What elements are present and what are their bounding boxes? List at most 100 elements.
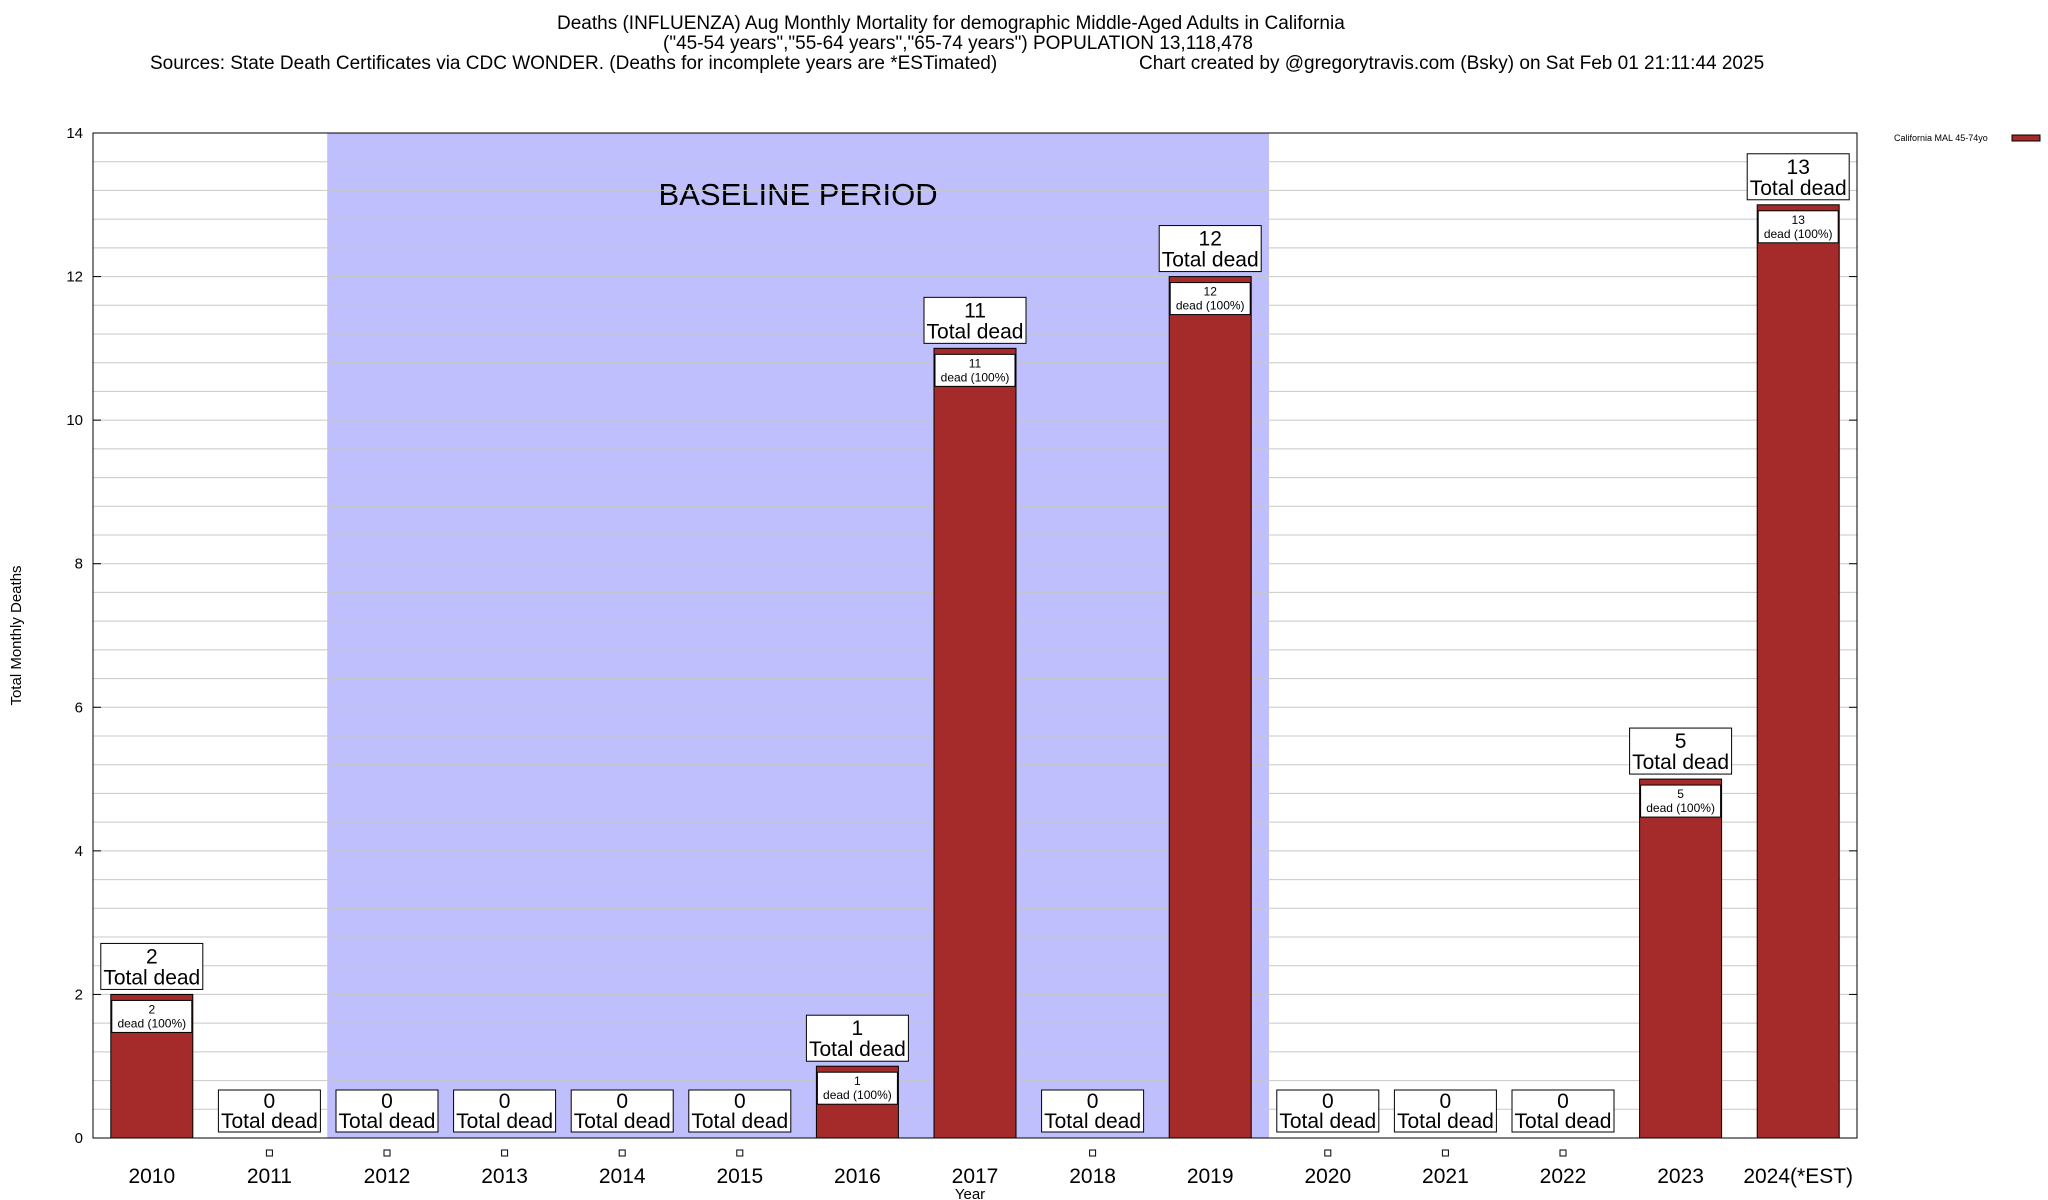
total-box [1158,225,1262,273]
total-label: Total dead [339,1110,436,1133]
y-axis-title: Total Monthly Deaths [8,565,25,705]
total-value: 5 [1675,730,1687,753]
y-tick-label: 6 [75,699,83,716]
total-label: Total dead [809,1038,906,1061]
plot-frame [92,132,1858,1139]
x-tick-label: 2012 [364,1165,411,1188]
bar-inner-value: 13 [1792,213,1806,227]
legend-swatch [2011,134,2041,142]
chart-credit: Chart created by @gregorytravis.com (Bsk… [1139,53,1765,74]
total-value: 0 [499,1090,511,1113]
total-box [453,1089,557,1133]
zero-marker [1441,1149,1449,1157]
total-box [1393,1089,1497,1133]
bar [1639,778,1723,1139]
total-value: 0 [1440,1090,1452,1113]
bar-inner-value: 11 [969,356,982,370]
bar-inner-label-box [1169,282,1251,316]
chart-title: Deaths (INFLUENZA) Aug Monthly Mortality… [557,13,1345,34]
y-tick-label: 14 [66,125,83,142]
bar-inner-pct: dead (100%) [823,1088,892,1102]
total-box [923,296,1027,344]
total-value: 2 [146,945,158,968]
x-tick-label: 2011 [247,1165,292,1188]
total-value: 12 [1199,228,1222,251]
total-label: Total dead [1044,1110,1141,1133]
total-label: Total dead [1515,1110,1612,1133]
total-label: Total dead [1162,249,1259,272]
x-tick-label: 2021 [1422,1165,1469,1188]
chart-sources: Sources: State Death Certificates via CD… [150,53,998,74]
x-tick-label: 2020 [1304,1165,1351,1188]
bar-inner-pct: dead (100%) [1646,801,1715,815]
total-box [1041,1089,1145,1133]
x-tick-label: 2017 [952,1165,999,1188]
x-tick-label: 2010 [128,1165,175,1188]
bar-inner-pct: dead (100%) [1176,299,1245,313]
total-label: Total dead [1397,1110,1494,1133]
x-tick-label: 2014 [599,1165,646,1188]
total-box [570,1089,674,1133]
y-tick-label: 8 [75,556,83,573]
bar-inner-value: 12 [1204,285,1218,299]
zero-marker [265,1149,273,1157]
bar-inner-label-box [934,353,1016,387]
bar [933,347,1017,1139]
bar-inner-pct: dead (100%) [117,1016,186,1030]
total-box [335,1089,439,1133]
total-box [1629,727,1733,775]
total-value: 0 [1087,1090,1099,1113]
baseline-region [327,133,1269,1138]
total-label: Total dead [1632,751,1729,774]
total-box [688,1089,792,1133]
total-label: Total dead [1279,1110,1376,1133]
total-box [1276,1089,1380,1133]
bar-inner-label-box [816,1071,898,1105]
total-value: 0 [616,1090,628,1113]
bar-inner-value: 2 [148,1002,155,1016]
y-tick-label: 10 [66,412,83,429]
bar [1168,276,1252,1139]
zero-marker [1559,1149,1567,1157]
total-label: Total dead [221,1110,318,1133]
legend-label: California MAL 45-74yo [1894,133,1988,143]
total-label: Total dead [691,1110,788,1133]
x-tick-label: 2022 [1540,1165,1587,1188]
chart-subtitle: ("45-54 years","55-64 years","65-74 year… [663,33,1253,54]
total-value: 0 [1557,1090,1569,1113]
x-axis-title: Year [955,1186,985,1200]
total-value: 0 [381,1090,393,1113]
total-box [1511,1089,1615,1133]
total-box [805,1014,909,1062]
total-value: 11 [964,299,986,322]
total-value: 0 [264,1090,276,1113]
zero-marker [1324,1149,1332,1157]
bar-inner-label-box [1640,784,1722,818]
total-label: Total dead [1750,177,1847,200]
x-tick-label: 2023 [1657,1165,1704,1188]
total-value: 0 [734,1090,746,1113]
x-tick-label: 2018 [1069,1165,1116,1188]
total-label: Total dead [574,1110,671,1133]
y-tick-label: 4 [75,843,83,860]
zero-marker [501,1149,509,1157]
bar-inner-label-box [1757,210,1839,244]
bar-inner-pct: dead (100%) [1764,227,1833,241]
x-tick-label: 2013 [481,1165,528,1188]
total-box [100,942,204,990]
x-tick-label: 2024(*EST) [1743,1165,1853,1188]
total-label: Total dead [927,320,1024,343]
x-tick-label: 2016 [834,1165,881,1188]
bar-inner-value: 1 [854,1074,861,1088]
y-tick-label: 2 [75,986,83,1003]
zero-marker [1089,1149,1097,1157]
total-value: 1 [852,1017,864,1040]
total-value: 13 [1787,156,1810,179]
x-tick-label: 2019 [1187,1165,1234,1188]
total-label: Total dead [103,966,200,989]
total-label: Total dead [456,1110,553,1133]
bar-inner-label-box [111,999,193,1033]
zero-marker [736,1149,744,1157]
total-value: 0 [1322,1090,1334,1113]
